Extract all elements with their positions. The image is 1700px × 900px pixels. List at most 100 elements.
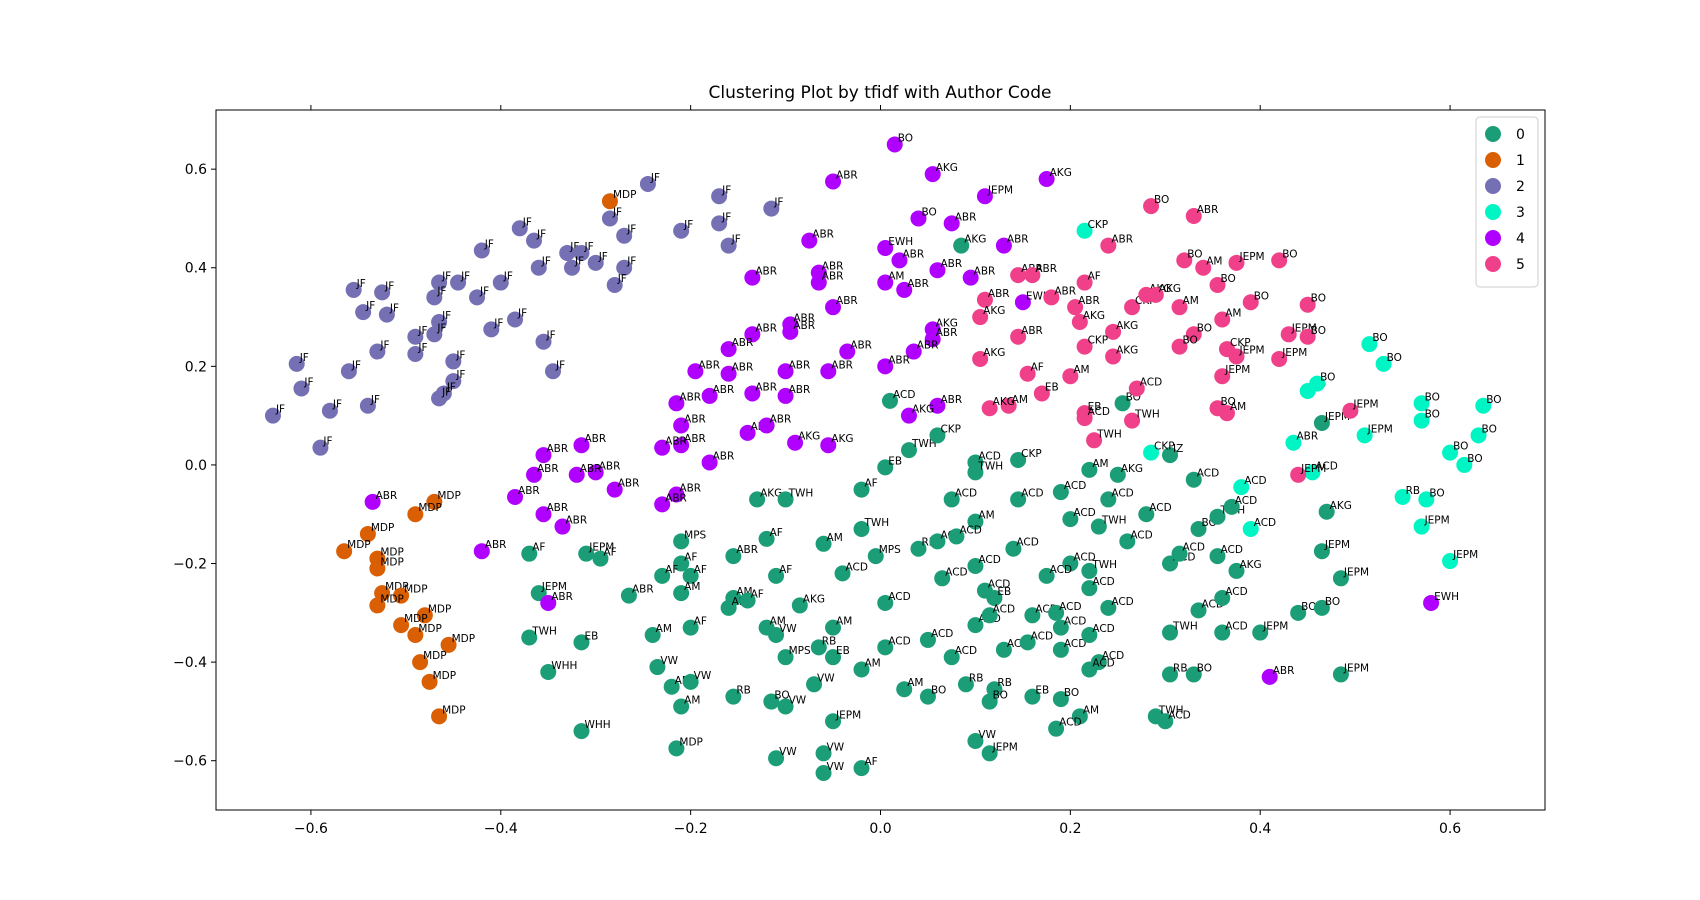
point-label: ACD bbox=[978, 554, 1000, 566]
point-label: TWH bbox=[1096, 428, 1122, 440]
axes-layer: −0.6 −0.4 −0.2 0.0 0.2 0.4 0.6 −0.6 −0.4 −0.2 0.0 0… bbox=[173, 105, 1461, 837]
scatter-point bbox=[1242, 294, 1259, 311]
scatter-point bbox=[1209, 277, 1226, 293]
point-label: AF bbox=[665, 564, 678, 576]
scatter-point bbox=[412, 654, 429, 671]
scatter-point bbox=[1019, 365, 1036, 382]
scatter-point bbox=[587, 254, 604, 271]
point-label: AKG bbox=[983, 347, 1005, 359]
scatter-point bbox=[1442, 553, 1459, 570]
point-label: JF bbox=[436, 285, 446, 297]
scatter-point bbox=[1147, 286, 1164, 303]
scatter-point bbox=[1052, 484, 1069, 501]
scatter-point bbox=[1052, 691, 1069, 708]
point-label: ACD bbox=[1315, 460, 1337, 472]
scatter-point bbox=[815, 745, 832, 762]
scatter-point bbox=[312, 439, 329, 456]
point-label: AF bbox=[694, 616, 707, 628]
point-label: JEPM bbox=[1262, 621, 1288, 633]
point-label: ACD bbox=[931, 628, 953, 640]
point-label: VW bbox=[789, 694, 807, 706]
scatter-point bbox=[806, 676, 823, 693]
point-label: BO bbox=[931, 685, 946, 697]
point-label: JF bbox=[650, 172, 660, 184]
scatter-point bbox=[649, 659, 666, 676]
scatter-point bbox=[1038, 567, 1055, 584]
scatter-point bbox=[1076, 338, 1093, 355]
scatter-point bbox=[1233, 479, 1250, 496]
point-label: MDP bbox=[347, 539, 370, 551]
point-label: BO bbox=[1467, 453, 1482, 465]
scatter-point bbox=[825, 713, 842, 730]
scatter-point bbox=[682, 673, 699, 690]
scatter-point bbox=[374, 585, 391, 602]
point-label: JF bbox=[479, 285, 489, 297]
point-label: EWH bbox=[888, 236, 913, 248]
point-label: ACD bbox=[1235, 495, 1257, 507]
point-label: ABR bbox=[955, 211, 977, 223]
point-label: ACD bbox=[945, 566, 967, 578]
point-label: ABR bbox=[376, 490, 398, 502]
scatter-point bbox=[1223, 498, 1240, 515]
point-label: ACD bbox=[893, 389, 915, 401]
scatter-point bbox=[744, 385, 761, 402]
scatter-point bbox=[355, 304, 372, 321]
point-label: JF bbox=[455, 369, 465, 381]
point-label: ABR bbox=[1021, 325, 1043, 337]
scatter-point bbox=[825, 173, 842, 190]
point-label: ABR bbox=[618, 478, 640, 490]
scatter-point bbox=[440, 636, 457, 653]
scatter-point bbox=[359, 397, 376, 414]
scatter-point bbox=[1171, 299, 1188, 316]
point-label: RB bbox=[969, 672, 984, 684]
point-label: JEPM bbox=[1343, 662, 1369, 674]
legend-label: 3 bbox=[1516, 205, 1525, 221]
point-label: ABR bbox=[793, 312, 815, 324]
point-label: BO bbox=[1320, 372, 1335, 384]
scatter-point bbox=[1413, 518, 1430, 535]
point-label: ABR bbox=[1197, 204, 1219, 216]
point-label: AKG bbox=[1116, 320, 1138, 332]
point-label: AKG bbox=[1050, 167, 1072, 179]
legend-marker bbox=[1485, 178, 1501, 194]
point-label: JF bbox=[484, 238, 494, 250]
scatter-point bbox=[1162, 666, 1179, 683]
scatter-point bbox=[1214, 368, 1231, 385]
point-label: ABR bbox=[940, 258, 962, 270]
scatter-point bbox=[957, 676, 974, 693]
point-label: ABR bbox=[580, 463, 602, 475]
point-label: MDP bbox=[679, 736, 702, 748]
point-label: CKP bbox=[1230, 337, 1251, 349]
scatter-point bbox=[720, 365, 737, 382]
point-label: VW bbox=[660, 655, 678, 667]
scatter-point bbox=[953, 237, 970, 254]
point-label: AF bbox=[865, 756, 878, 768]
point-label: ABR bbox=[584, 433, 606, 445]
point-label: VW bbox=[779, 746, 797, 758]
point-label: ABR bbox=[888, 354, 910, 366]
legend-label: 1 bbox=[1516, 153, 1525, 169]
point-label: ABR bbox=[755, 266, 777, 278]
scatter-point bbox=[810, 274, 827, 291]
point-label: ABR bbox=[836, 295, 858, 307]
scatter-point bbox=[981, 693, 998, 710]
point-label: ABR bbox=[736, 544, 758, 556]
scatter-point bbox=[853, 760, 870, 777]
point-label: ABR bbox=[1054, 285, 1076, 297]
scatter-point bbox=[995, 641, 1012, 658]
scatter-point bbox=[1356, 427, 1373, 444]
point-label: TWH bbox=[1158, 704, 1184, 716]
x-tick-label: 0.4 bbox=[1249, 821, 1271, 837]
legend-marker bbox=[1485, 126, 1501, 142]
point-label: TWH bbox=[1172, 621, 1198, 633]
point-label: ACD bbox=[1064, 638, 1086, 650]
point-label: ACD bbox=[1092, 658, 1114, 670]
scatter-point bbox=[345, 281, 362, 298]
scatter-point bbox=[967, 732, 984, 749]
point-label: ABR bbox=[850, 340, 872, 352]
scatter-point bbox=[1100, 491, 1117, 508]
scatter-point bbox=[426, 289, 443, 306]
point-label: ABR bbox=[902, 248, 924, 260]
scatter-point bbox=[1143, 444, 1160, 461]
x-tick-label: −0.2 bbox=[674, 821, 708, 837]
